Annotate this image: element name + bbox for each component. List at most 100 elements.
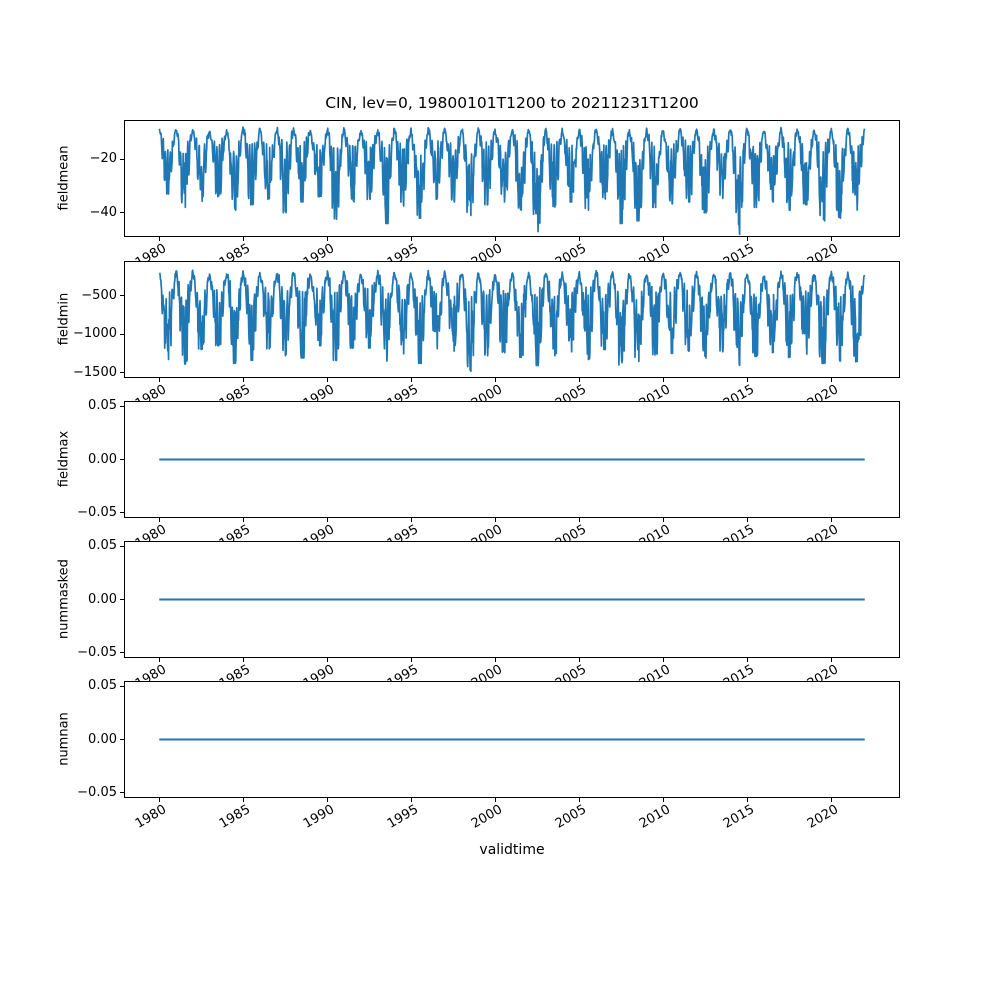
y-tick-label: −40	[89, 204, 117, 220]
x-tick	[158, 798, 160, 802]
fieldmax-plot	[159, 458, 865, 461]
y-tick	[120, 512, 124, 514]
x-tick	[578, 378, 580, 382]
chart-title: CIN, lev=0, 19800101T1200 to 20211231T12…	[325, 94, 699, 112]
y-tick-label: −500	[81, 287, 117, 303]
x-tick	[662, 658, 664, 662]
y-axis-label-nummasked: nummasked	[56, 559, 72, 639]
y-tick-label: −0.05	[77, 644, 117, 660]
y-tick	[120, 652, 124, 654]
y-tick-label: −1500	[73, 364, 117, 380]
x-tick	[578, 518, 580, 522]
x-tick	[410, 518, 412, 522]
subplot-fieldmin: −500 −1000 −1500 fieldmin 1980 1985 1990 1995 20…	[57, 261, 900, 412]
x-axis-label: validtime	[479, 842, 545, 858]
x-tick	[410, 798, 412, 802]
x-tick	[158, 658, 160, 662]
y-tick-label: −1000	[73, 326, 117, 342]
fieldmean-plot	[158, 126, 866, 236]
nummasked-plot	[159, 598, 865, 601]
y-axis-label-numnan: numnan	[56, 712, 72, 766]
x-tick-label: 1990	[301, 802, 338, 832]
y-tick	[120, 405, 124, 407]
y-tick-label: 0.00	[88, 591, 117, 607]
x-tick	[494, 237, 496, 241]
x-tick-label: 2000	[469, 802, 506, 832]
y-tick-label: 0.00	[88, 731, 117, 747]
x-tick	[158, 518, 160, 522]
x-tick	[578, 798, 580, 802]
x-tick	[242, 237, 244, 241]
x-tick	[410, 658, 412, 662]
x-tick	[494, 798, 496, 802]
x-tick	[326, 518, 328, 522]
x-tick-label: 1985	[217, 802, 254, 832]
x-tick	[326, 658, 328, 662]
y-tick	[120, 158, 124, 160]
x-tick	[830, 518, 832, 522]
fieldmean-series-line	[158, 126, 866, 236]
subplot-fieldmean: −20 −40 fieldmean 1980 1985 1990 1995 2000 2005 2…	[57, 120, 900, 271]
x-tick-label: 1980	[133, 802, 170, 832]
x-tick	[158, 378, 160, 382]
y-tick	[120, 212, 124, 214]
x-tick	[662, 518, 664, 522]
x-tick-label: 2020	[804, 802, 842, 832]
x-tick	[242, 798, 244, 802]
y-tick	[120, 599, 124, 600]
x-tick	[830, 378, 832, 382]
x-tick-label: 2015	[720, 802, 758, 832]
x-tick	[746, 237, 748, 241]
x-tick	[662, 378, 664, 382]
x-tick	[242, 658, 244, 662]
y-tick-label: −0.05	[77, 784, 117, 800]
x-tick	[410, 378, 412, 382]
y-tick	[120, 295, 124, 297]
x-tick	[494, 378, 496, 382]
y-tick	[120, 333, 124, 335]
x-tick	[410, 237, 412, 241]
x-tick	[746, 518, 748, 522]
subplot-nummasked: 0.05 0.00 −0.05 nummasked 1980 1985 1990 1995 20…	[57, 538, 900, 692]
y-tick-label: −0.05	[77, 504, 117, 520]
x-tick	[746, 658, 748, 662]
x-tick-label: 2005	[553, 802, 590, 832]
y-tick-label: 0.05	[88, 398, 117, 414]
x-tick	[578, 237, 580, 241]
y-axis-label-fieldmean: fieldmean	[56, 145, 72, 211]
numnan-plot	[159, 738, 865, 741]
x-tick	[830, 237, 832, 241]
x-tick	[242, 378, 244, 382]
y-tick	[120, 792, 124, 794]
x-tick	[830, 798, 832, 802]
x-tick	[662, 237, 664, 241]
y-tick-label: 0.00	[88, 451, 117, 467]
y-axis-label-fieldmin: fieldmin	[56, 292, 72, 346]
y-tick-label: −20	[89, 151, 117, 166]
y-tick	[120, 545, 124, 547]
x-tick	[158, 237, 160, 241]
x-tick	[830, 658, 832, 662]
x-tick	[746, 798, 748, 802]
y-tick-label: 0.05	[88, 538, 117, 554]
x-tick	[494, 658, 496, 662]
x-tick	[662, 798, 664, 802]
x-tick	[578, 658, 580, 662]
x-tick	[746, 378, 748, 382]
y-tick-label: 0.05	[88, 678, 117, 694]
y-tick	[120, 459, 124, 460]
x-tick	[242, 518, 244, 522]
subplot-numnan: 0.05 0.00 −0.05 numnan 1980 1985 1990 1995 2000 2…	[57, 678, 900, 832]
subplot-fieldmax: 0.05 0.00 −0.05 fieldmax 1980 1985 1990 1995 200…	[57, 398, 900, 552]
x-tick	[494, 518, 496, 522]
y-tick	[120, 739, 124, 740]
y-axis-label-fieldmax: fieldmax	[56, 430, 72, 488]
x-tick	[326, 378, 328, 382]
y-tick	[120, 372, 124, 374]
fieldmin-series-line	[158, 269, 866, 373]
x-tick	[326, 237, 328, 241]
x-tick	[326, 798, 328, 802]
x-tick-label: 2010	[636, 802, 674, 832]
y-tick	[120, 685, 124, 687]
